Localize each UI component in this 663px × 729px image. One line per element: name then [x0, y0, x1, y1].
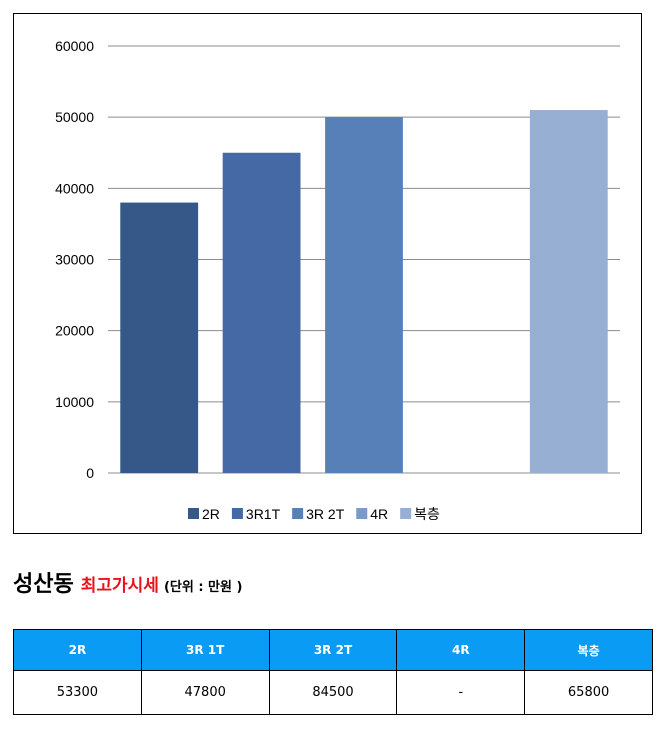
- y-tick-label: 50000: [55, 109, 94, 125]
- place-name: 성산동: [13, 572, 74, 597]
- legend-label: 2R: [202, 506, 220, 522]
- legend-label: 4R: [370, 506, 388, 522]
- y-tick-label: 30000: [55, 252, 94, 268]
- price-table: 2R 3R 1T 3R 2T 4R 복층 53300 47800 84500 -…: [13, 629, 653, 715]
- bar: [325, 117, 403, 474]
- table-header-cell: 3R 2T: [268, 629, 398, 671]
- table-cell: 53300: [13, 670, 142, 715]
- table-cell: 47800: [140, 670, 270, 715]
- table-header-cell: 3R 1T: [140, 629, 270, 671]
- table-cell: -: [396, 670, 526, 715]
- table-header-cell: 2R: [13, 629, 142, 671]
- legend-swatch: [188, 508, 199, 519]
- table-cell: 84500: [268, 670, 398, 715]
- table-header-row: 2R 3R 1T 3R 2T 4R 복층: [13, 629, 653, 671]
- table-row: 53300 47800 84500 - 65800: [13, 670, 653, 715]
- legend-swatch: [400, 508, 412, 519]
- y-tick-label: 20000: [55, 323, 94, 339]
- bar: [222, 152, 301, 473]
- legend-label: 3R 2T: [306, 506, 345, 522]
- y-tick-label: 0: [86, 465, 94, 481]
- y-tick-label: 40000: [55, 180, 94, 196]
- table-header-cell: 4R: [396, 629, 526, 671]
- bar-chart: 0 10000 20000 30000 40000 50000 60000 2R 3R1T 3R …: [55, 38, 620, 522]
- chart-frame: 0 10000 20000 30000 40000 50000 60000 2R 3R1T 3R …: [13, 13, 642, 534]
- bar: [120, 202, 199, 474]
- y-tick-label: 10000: [55, 394, 94, 410]
- legend-swatch: [292, 508, 304, 519]
- bar: [529, 110, 608, 474]
- price-heading: 성산동 최고가시세 (단위 : 만원 ): [13, 566, 243, 597]
- legend-label: 복층: [414, 506, 440, 522]
- legend-swatch: [231, 508, 243, 519]
- unit-note: (단위 : 만원 ): [163, 580, 243, 595]
- table-cell: 65800: [524, 670, 653, 715]
- legend-label: 3R1T: [246, 506, 281, 522]
- legend-swatch: [356, 508, 368, 519]
- table-header-cell: 복층: [524, 629, 653, 671]
- y-tick-label: 60000: [55, 38, 94, 54]
- price-label: 최고가시세: [80, 576, 159, 596]
